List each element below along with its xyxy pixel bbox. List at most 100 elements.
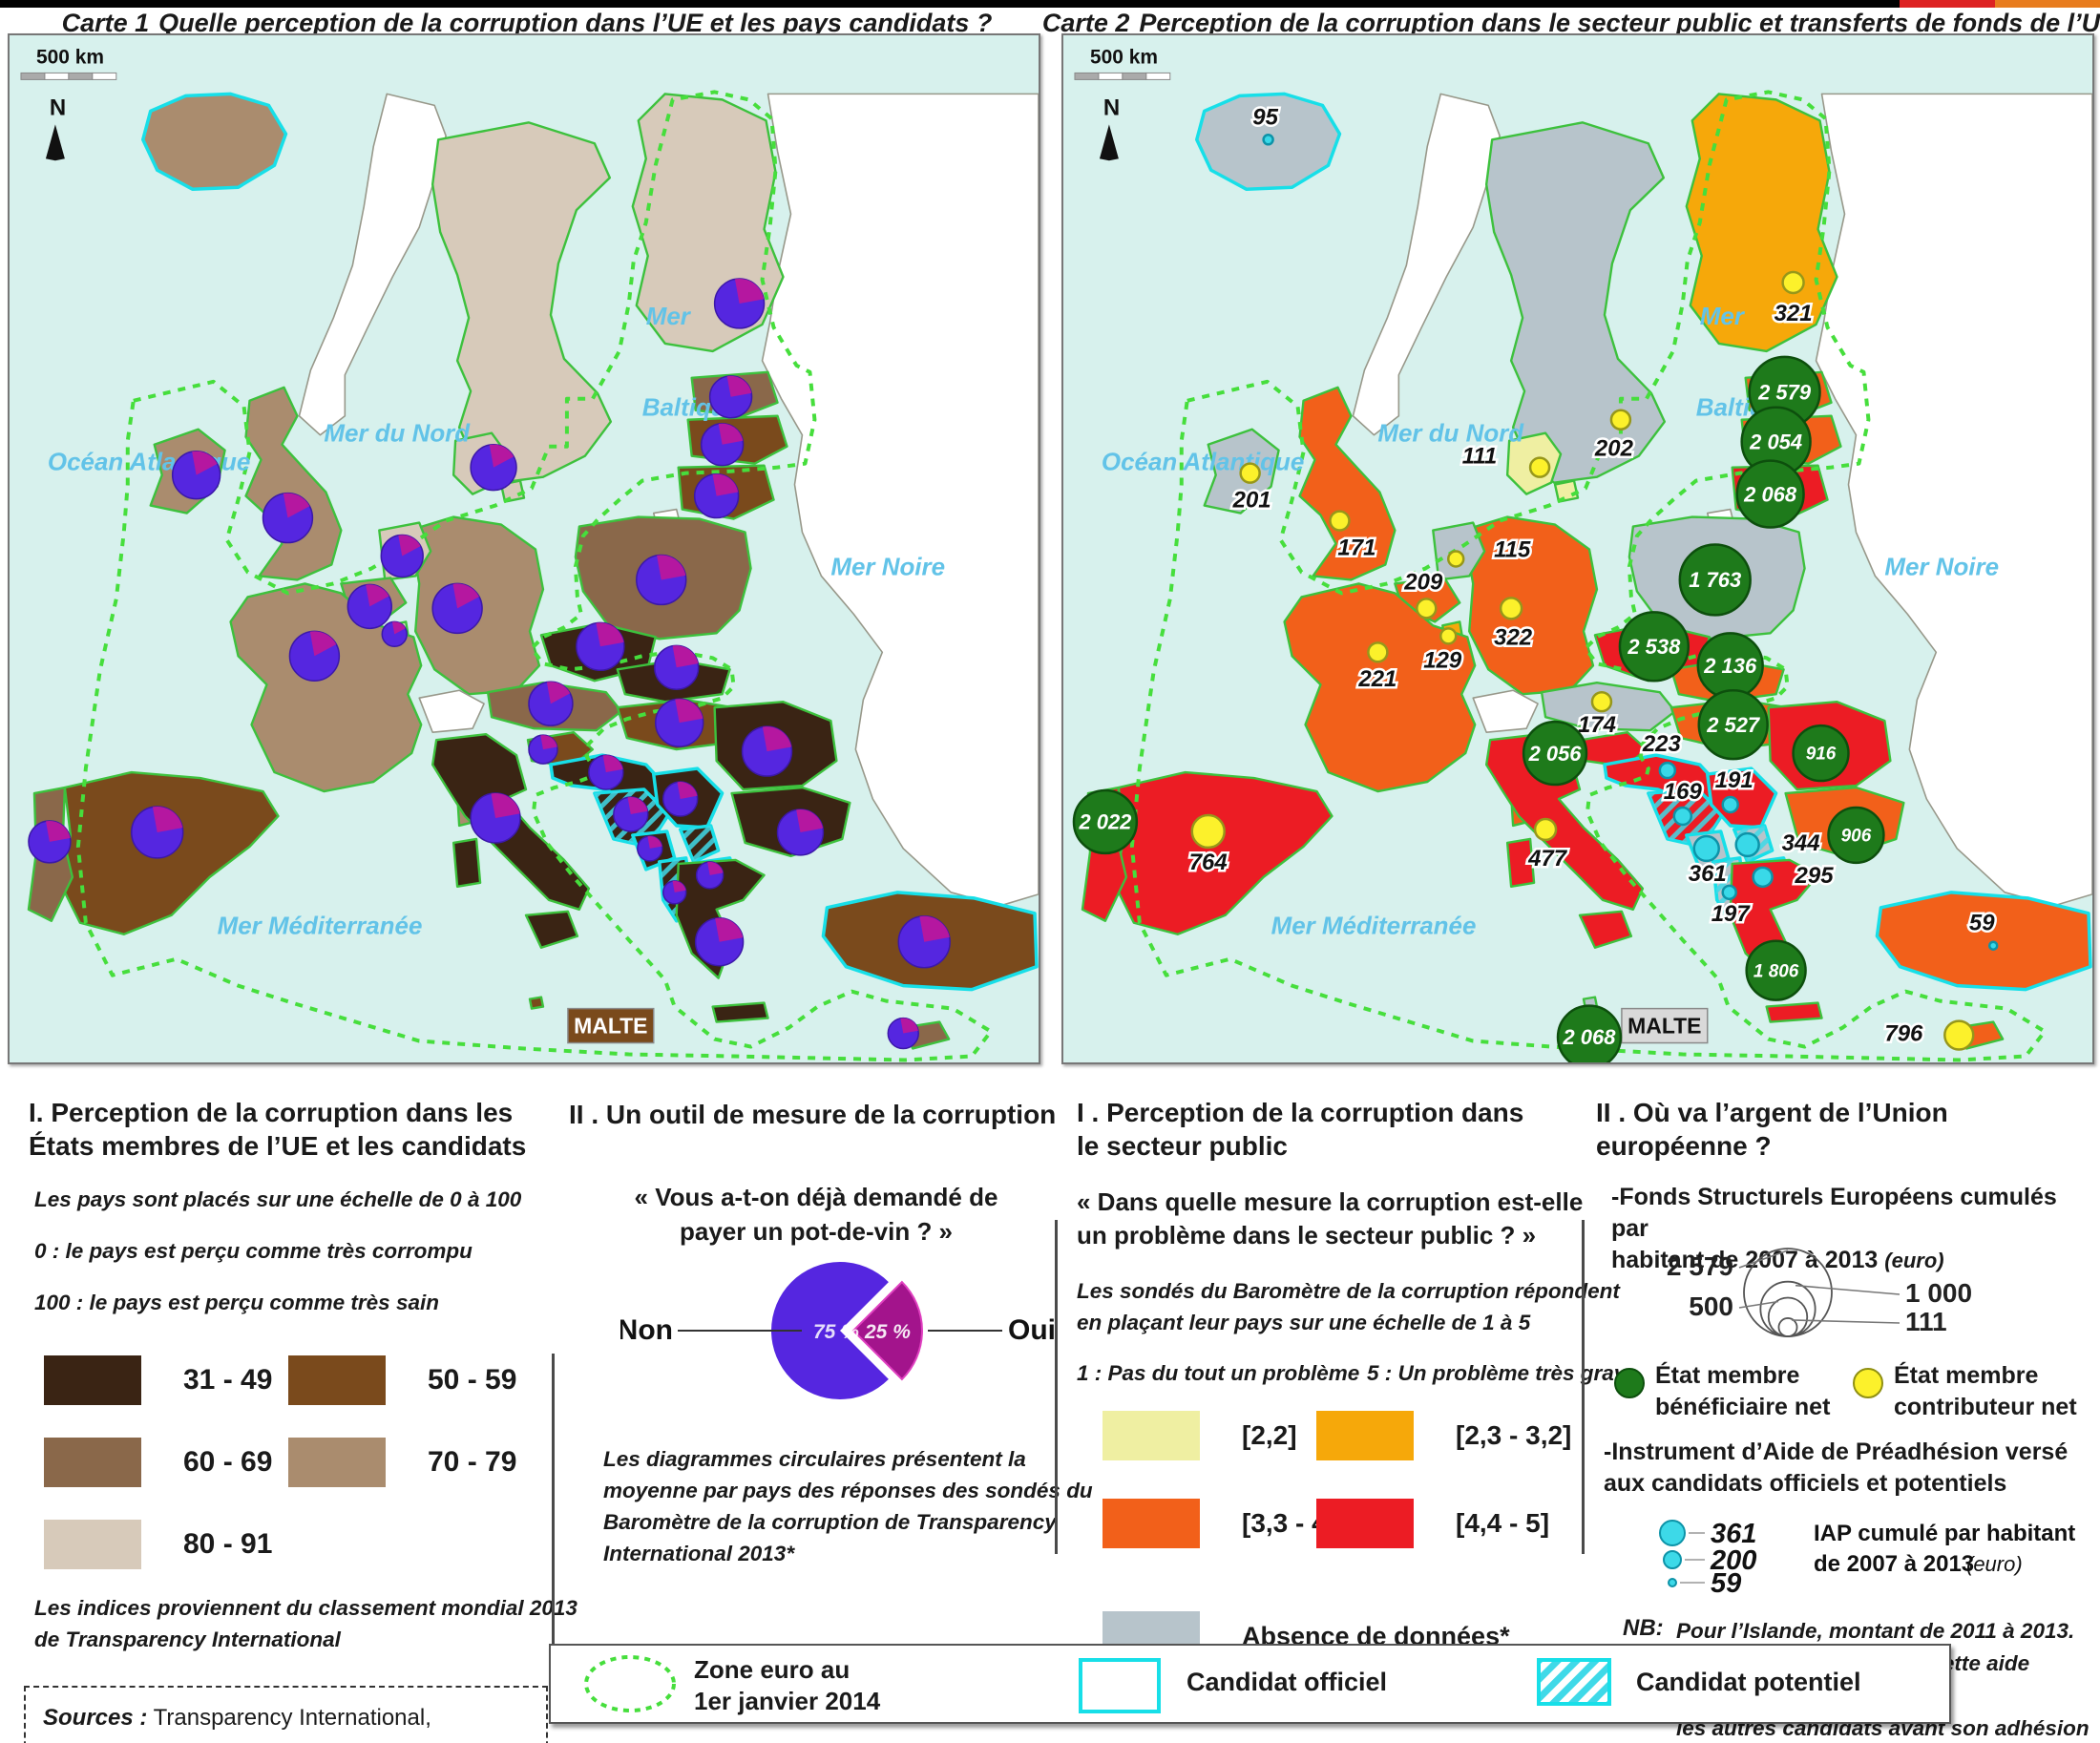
pie-Italie xyxy=(470,792,521,844)
pie-Allemagne xyxy=(431,582,483,635)
svg-text:2 136: 2 136 xyxy=(1703,654,1757,678)
pie-France xyxy=(288,630,341,682)
color-swatch xyxy=(44,1355,141,1405)
legend-public-scale-low: 1 : Pas du tout un problème xyxy=(1077,1361,1360,1385)
legend-class-70 - 79: 70 - 79 xyxy=(288,1438,516,1487)
pie-Autriche xyxy=(528,681,574,726)
svg-text:191: 191 xyxy=(1715,767,1754,793)
class-label: 80 - 91 xyxy=(183,1528,273,1560)
svg-text:477: 477 xyxy=(1527,846,1568,872)
candidat-officiel-swatch xyxy=(1079,1658,1161,1713)
marker-Islande: 95 xyxy=(1250,102,1281,146)
svg-text:202: 202 xyxy=(1594,436,1634,462)
svg-text:N: N xyxy=(1103,94,1120,120)
svg-text:321: 321 xyxy=(1774,301,1813,326)
svg-text:1 763: 1 763 xyxy=(1689,568,1741,592)
marker-Slovénie: 2 056 xyxy=(1522,720,1588,787)
marker-Bulgarie: 906 xyxy=(1827,806,1885,865)
legend-class-60 - 69: 60 - 69 xyxy=(44,1438,272,1487)
sea-label: Mer Méditerranée xyxy=(218,914,423,940)
legend-public-heading: I . Perception de la corruption dans le … xyxy=(1077,1098,1524,1161)
pie-Roumanie xyxy=(741,725,793,777)
nb-label: NB: xyxy=(1623,1615,1664,1641)
marker-Albanie: 197 xyxy=(1709,884,1754,929)
pie-Slovénie xyxy=(528,734,558,765)
svg-text:IAP cumulé par habitant: IAP cumulé par habitant xyxy=(1814,1521,2075,1546)
svg-text:174: 174 xyxy=(1578,712,1616,738)
svg-text:764: 764 xyxy=(1189,850,1228,875)
sea-label: Mer xyxy=(646,304,692,330)
bribe-pie-chart: Non Oui 75 % 25 % xyxy=(620,1262,1056,1399)
svg-text:361: 361 xyxy=(1689,861,1727,887)
candidates-legend-bar: Zone euro au 1er janvier 2014 Candidat o… xyxy=(549,1644,1951,1724)
country-crete xyxy=(1765,1001,1823,1023)
legend-iap-heading: -Instrument d’Aide de Préadhésion versé … xyxy=(1604,1438,2068,1497)
legend-funds-heading: II . Où va l’argent de l’Union européenn… xyxy=(1596,1098,1948,1161)
color-swatch xyxy=(1102,1411,1200,1460)
svg-text:2 068: 2 068 xyxy=(1563,1025,1617,1049)
svg-text:2 527: 2 527 xyxy=(1706,713,1761,737)
legend-public-question: « Dans quelle mesure la corruption est-e… xyxy=(1077,1187,1584,1250)
carte2-title: Carte 2 Perception de la corruption dans … xyxy=(1041,9,2100,37)
pie-Chypre xyxy=(887,1017,919,1050)
svg-text:171: 171 xyxy=(1337,535,1376,560)
pie-Bulgarie xyxy=(776,808,825,856)
country-sweden xyxy=(1484,121,1667,484)
pie-Slovaquie xyxy=(653,644,700,690)
marker-Monténégro: 361 xyxy=(1686,834,1729,889)
pie-Finlande xyxy=(713,278,766,329)
malte-label: MALTE xyxy=(567,1007,655,1044)
svg-text:344: 344 xyxy=(1782,830,1820,856)
svg-text:169: 169 xyxy=(1664,779,1703,805)
svg-text:de 2007 à 2013: de 2007 à 2013 xyxy=(1814,1551,1974,1577)
svg-text:2 022: 2 022 xyxy=(1078,810,1131,834)
marker-Croatie: 223 xyxy=(1639,729,1684,780)
country-sardinia xyxy=(1505,837,1536,889)
marker-Malte: 2 068 xyxy=(1556,1004,1623,1070)
country-sicily xyxy=(524,910,579,949)
sea-label: Mer Méditerranée xyxy=(1271,914,1477,940)
pie-Lituanie xyxy=(693,472,740,519)
marker-Belgique: 209 xyxy=(1401,567,1445,620)
eurozone-label: Zone euro au 1er janvier 2014 xyxy=(694,1655,881,1715)
svg-text:2 538: 2 538 xyxy=(1627,635,1681,659)
divider-col1-col2 xyxy=(552,1354,555,1669)
svg-text:111: 111 xyxy=(1462,444,1497,470)
pie-Danemark xyxy=(470,443,517,492)
class-label: 70 - 79 xyxy=(428,1446,517,1478)
svg-text:201: 201 xyxy=(1232,488,1271,514)
class-label: 50 - 59 xyxy=(428,1364,517,1396)
marker-Luxembourg: 129 xyxy=(1421,627,1464,676)
svg-text:322: 322 xyxy=(1494,624,1533,650)
scale-bar: 500 km xyxy=(20,46,117,80)
candidat-officiel-label: Candidat officiel xyxy=(1186,1668,1388,1696)
class-label: 60 - 69 xyxy=(183,1446,273,1478)
svg-text:2 056: 2 056 xyxy=(1528,742,1583,766)
marker-Pays-Bas: 115 xyxy=(1447,535,1534,568)
legend-tool-question: « Vous a-t-on déjà demandé de payer un p… xyxy=(634,1183,998,1246)
legend-class-80 - 91: 80 - 91 xyxy=(44,1520,272,1569)
pie-Pays-Bas xyxy=(380,534,424,578)
svg-text:361: 361 xyxy=(1711,1519,1756,1549)
candidat-potentiel-label: Candidat potentiel xyxy=(1636,1668,1861,1696)
country-uk xyxy=(244,386,343,581)
pie-Turquie xyxy=(897,915,951,969)
legend-cpi-note3: 100 : le pays est perçu comme très sain xyxy=(34,1291,439,1314)
svg-text:796: 796 xyxy=(1884,1021,1923,1047)
eurozone-ellipse-icon xyxy=(584,1655,676,1712)
svg-text:200: 200 xyxy=(1710,1545,1756,1576)
pie-Monténégro xyxy=(637,835,663,862)
svg-text:59: 59 xyxy=(1969,911,1995,936)
svg-text:111: 111 xyxy=(1905,1307,1947,1336)
pie-oui-label: Oui xyxy=(1008,1314,1056,1346)
marker-Finlande: 321 xyxy=(1772,270,1815,328)
svg-text:2 579: 2 579 xyxy=(1757,380,1812,404)
pie-Espagne xyxy=(131,806,184,859)
country-switzerland xyxy=(1472,689,1539,733)
pie-Portugal xyxy=(28,820,72,864)
marker-Hongrie: 2 527 xyxy=(1697,688,1769,761)
country-malta xyxy=(528,996,545,1010)
legend-class-31 - 49: 31 - 49 xyxy=(44,1355,272,1405)
sea-label: Mer Noire xyxy=(1884,554,1999,580)
